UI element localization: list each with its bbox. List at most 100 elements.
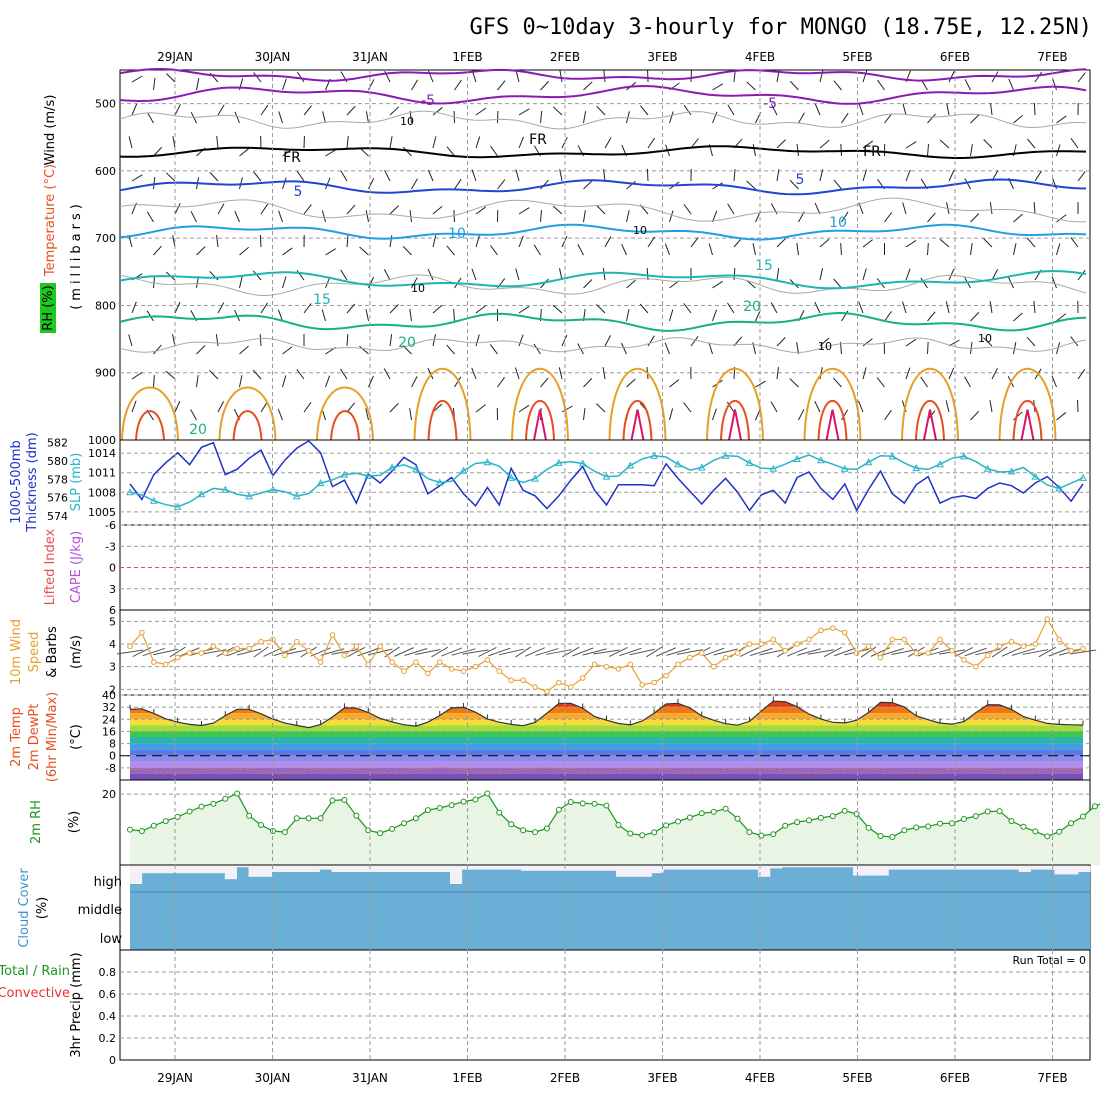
wind-barb — [620, 342, 627, 355]
wind-barb — [260, 302, 268, 314]
slp-marker — [817, 456, 825, 464]
slp-marker — [507, 473, 516, 481]
slp-marker — [459, 466, 468, 474]
temperature-label: Temperature (°C) — [43, 164, 58, 277]
wind-speed-marker — [961, 657, 967, 663]
cloud-high-gap — [390, 866, 403, 872]
wind-barb — [989, 202, 993, 215]
wind-barb — [905, 367, 911, 380]
temp-band — [130, 767, 1083, 774]
wind-barb — [253, 171, 262, 182]
slp-marker — [555, 458, 563, 466]
pressure-tick-label: 600 — [95, 165, 116, 178]
slp-marker — [221, 485, 230, 493]
wind-barb — [409, 408, 412, 421]
wind-barb-10m — [153, 648, 179, 656]
temp-band — [130, 701, 1083, 708]
wind-barb-10m — [545, 649, 572, 655]
wind-barb — [770, 302, 778, 314]
wind-barb — [814, 400, 821, 413]
wind-barb — [558, 367, 563, 380]
wind-barb — [583, 180, 593, 190]
wind-barb — [1026, 138, 1036, 149]
wind-barb — [669, 280, 680, 289]
wind-barb — [559, 70, 563, 83]
cloud-high-gap — [615, 866, 629, 877]
wind-barb — [518, 306, 530, 314]
rh-marker — [877, 832, 884, 839]
cloud-high-gap — [995, 866, 1008, 870]
wind-barb — [1033, 301, 1036, 314]
wind-barb — [260, 203, 269, 215]
cloud-middle-low-fill — [130, 866, 1090, 950]
wind-barb — [862, 169, 867, 182]
rh-marker — [353, 812, 360, 819]
rh-contour-label: 10 — [400, 115, 414, 128]
wind-speed-marker — [877, 654, 884, 661]
wind-barb — [991, 269, 999, 281]
cloud-high-gap — [1078, 866, 1091, 872]
wind-barb-10m — [676, 649, 703, 655]
wind-barb — [518, 235, 524, 248]
wind-barb — [1026, 237, 1036, 248]
temp-tick-label: 0 — [109, 750, 116, 763]
cloud-high-gap — [201, 866, 214, 874]
wind-barb — [153, 374, 155, 388]
li-tick-label: 6 — [109, 604, 116, 617]
wind-speed-marker — [484, 657, 491, 663]
wind-barb — [131, 103, 138, 116]
cloud-high-gap — [604, 866, 617, 871]
wind-barb — [196, 78, 200, 91]
li-tick-label: 0 — [109, 562, 116, 575]
cloud-high-gap — [1007, 866, 1020, 870]
cloud-high-gap — [817, 866, 830, 868]
wind-barb — [174, 301, 181, 314]
precip-tick-label: 0 — [109, 1054, 116, 1067]
wind-barb — [1034, 71, 1043, 83]
temp-band — [130, 719, 1083, 726]
rh-contour — [119, 274, 1087, 297]
date-label-top: 31JAN — [352, 50, 388, 64]
wind-speed-marker — [615, 666, 622, 672]
date-label-top: 3FEB — [647, 50, 677, 64]
wind-barb — [346, 136, 349, 149]
slp-tick-label: 1014 — [88, 447, 116, 460]
cloud-high-gap — [544, 866, 557, 871]
date-label-bottom: 4FEB — [745, 1071, 775, 1085]
wind-barb — [389, 334, 393, 347]
cloud-high-gap — [367, 866, 380, 872]
wind-barb-10m — [991, 646, 1008, 658]
cloud-high-gap — [580, 866, 593, 871]
wind-speed-marker — [1032, 641, 1039, 647]
wind-tick-label: 2 — [109, 683, 116, 696]
rh-lobe-orange — [218, 386, 277, 441]
wind-barb-10m — [860, 646, 877, 658]
rh-lobe-magenta — [728, 409, 742, 441]
cloud-high-gap — [532, 866, 546, 871]
wind-barb — [209, 171, 219, 182]
cloud-high-gap — [426, 866, 439, 872]
wind-barb — [596, 205, 606, 215]
wind-barb — [475, 404, 486, 413]
rh-marker — [615, 821, 622, 828]
rh-marker — [543, 825, 550, 832]
wind-barb — [841, 112, 849, 124]
wind-barb — [1013, 213, 1023, 223]
rh-marker — [424, 807, 431, 814]
cloud-high-gap — [852, 866, 866, 876]
wind-barb-10m — [629, 648, 655, 656]
wind-barb — [277, 309, 283, 322]
wind-barb — [260, 401, 268, 413]
isotherm-line — [119, 145, 1087, 159]
wind-barb — [727, 302, 735, 314]
wind-barb — [1013, 411, 1023, 421]
isotherm-line — [119, 68, 1087, 82]
cloud-high-gap — [236, 866, 249, 868]
wind-barb — [1056, 115, 1067, 124]
rh-marker — [591, 800, 598, 807]
cloud-high-gap — [935, 866, 949, 870]
wind-speed-marker — [639, 682, 646, 688]
wind-speed-marker — [329, 632, 336, 638]
wind-barb — [927, 341, 929, 355]
